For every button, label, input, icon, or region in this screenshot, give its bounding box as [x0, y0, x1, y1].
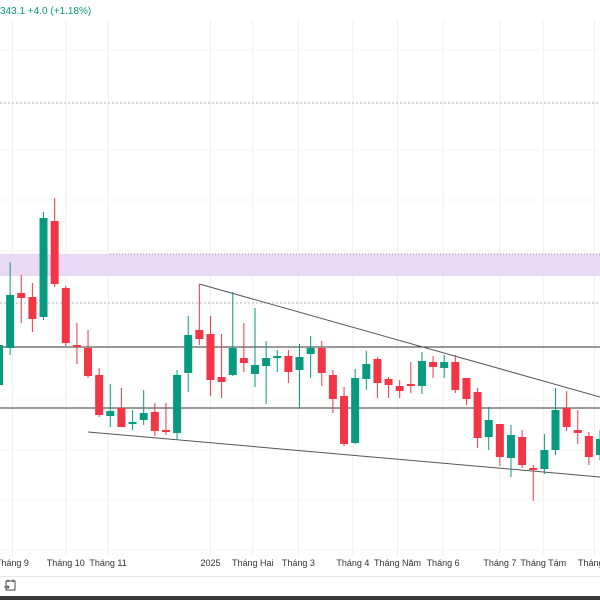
candle-body: [84, 348, 93, 376]
candle-body: [128, 422, 137, 424]
candle-body: [262, 358, 271, 366]
candle-body: [328, 375, 337, 399]
candle-body: [0, 345, 3, 385]
candle-body: [395, 386, 404, 391]
candle-body: [250, 365, 259, 374]
candle-body: [529, 468, 538, 470]
candle-body: [28, 297, 37, 319]
x-tick-label: Tháng 6: [427, 558, 460, 568]
x-tick-label: Tháng 3: [282, 558, 315, 568]
candle-body: [139, 413, 148, 420]
candle-body: [284, 356, 293, 372]
candle-body: [440, 362, 449, 368]
candle-body: [429, 362, 438, 367]
trendline-upper: [199, 283, 600, 398]
candle-body: [473, 392, 482, 438]
candle-body: [373, 359, 382, 383]
candle-body: [306, 348, 315, 354]
candle-body: [217, 377, 226, 382]
candle-body: [518, 437, 527, 465]
x-tick-label: Tháng Hai: [232, 558, 274, 568]
x-tick-label: Tháng 10: [47, 558, 85, 568]
candle-body: [95, 375, 104, 415]
x-tick-label: 2025: [200, 558, 220, 568]
candle-body: [173, 375, 182, 433]
x-tick-label: Tháng 9: [0, 558, 29, 568]
x-tick-label: Tháng Năm: [374, 558, 421, 568]
axis-separator: [0, 576, 600, 577]
candle-body: [351, 378, 360, 443]
x-tick-label: Tháng 11: [89, 558, 126, 568]
candle-body: [184, 335, 193, 373]
candle-body: [295, 357, 304, 370]
candle-body: [340, 396, 349, 444]
candle-body: [317, 348, 326, 373]
supply-zone: [0, 254, 600, 276]
candle-body: [195, 330, 204, 339]
candle-body: [596, 439, 600, 455]
candle-body: [573, 430, 582, 433]
candle-body: [228, 348, 237, 375]
x-tick-label: Tháng 7: [483, 558, 516, 568]
quote-header: 343.1 +4.0 (+1.18%): [0, 6, 92, 17]
candle-body: [239, 358, 248, 363]
candle-body: [584, 436, 593, 457]
candle-body: [72, 345, 81, 347]
candle-body: [6, 295, 15, 348]
go-to-date-icon[interactable]: [3, 578, 17, 592]
candle-body: [406, 384, 415, 386]
bottom-bar: [0, 596, 600, 600]
candle-body: [161, 430, 170, 432]
candle-body: [106, 411, 115, 416]
candle-body: [562, 408, 571, 427]
candle-body: [50, 221, 59, 284]
candle-body: [206, 334, 215, 380]
x-tick-label: Tháng 9: [578, 558, 600, 568]
x-tick-label: Tháng Tám: [520, 558, 566, 568]
candle-body: [462, 378, 471, 399]
x-tick-label: Tháng 4: [336, 558, 369, 568]
trendline-lower: [87, 431, 600, 478]
candle-body: [451, 362, 460, 390]
candle-body: [39, 218, 48, 317]
candle-body: [384, 379, 393, 385]
candle-body: [484, 420, 493, 437]
candle-body: [551, 410, 560, 450]
candle-body: [540, 450, 549, 469]
candle-body: [417, 361, 426, 386]
candle-body: [61, 288, 70, 343]
candle-body: [273, 356, 282, 358]
candle-body: [117, 408, 126, 427]
candle-body: [17, 293, 26, 298]
candle-body: [362, 364, 371, 379]
candle-body: [150, 412, 159, 431]
candle-body: [495, 424, 504, 457]
candle-body: [506, 435, 515, 458]
